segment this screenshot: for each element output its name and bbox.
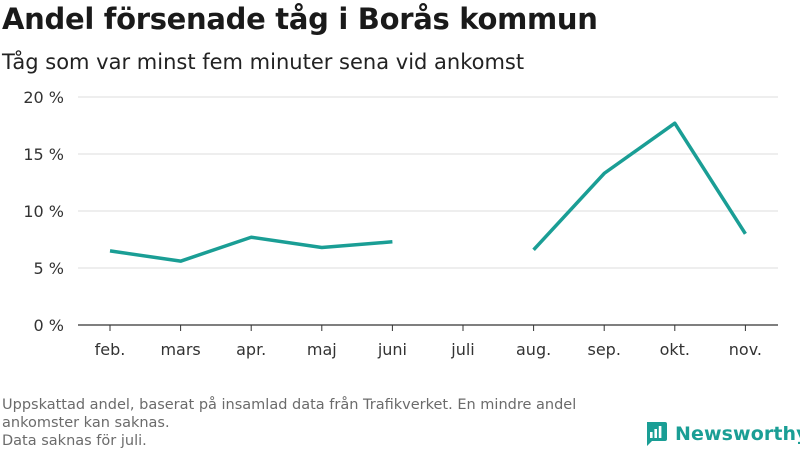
x-tick-label: nov. bbox=[729, 340, 762, 359]
y-tick-label: 0 % bbox=[34, 316, 64, 335]
footnote: Uppskattad andel, baserat på insamlad da… bbox=[2, 396, 642, 450]
x-tick-label: mars bbox=[160, 340, 200, 359]
x-tick-label: apr. bbox=[236, 340, 266, 359]
line-chart: 0 % 5 % 10 % 15 % 20 % feb. mars apr. maj juni jul… bbox=[23, 88, 778, 359]
chart-subtitle: Tåg som var minst fem minuter sena vid a… bbox=[2, 50, 525, 74]
x-tick-label: okt. bbox=[660, 340, 690, 359]
x-tick-label: juli bbox=[450, 340, 474, 359]
x-tick-label: feb. bbox=[95, 340, 126, 359]
brand-name: Newsworthy bbox=[675, 423, 800, 445]
y-tick-label: 15 % bbox=[23, 145, 64, 164]
series-line bbox=[532, 121, 747, 251]
chart-title: Andel försenade tåg i Borås kommun bbox=[2, 2, 598, 36]
series-line bbox=[109, 235, 393, 263]
y-tick-label: 10 % bbox=[23, 202, 64, 221]
x-tick-label: juni bbox=[377, 340, 407, 359]
x-tick-label: sep. bbox=[587, 340, 620, 359]
y-tick-label: 5 % bbox=[34, 259, 64, 278]
footnote-line-1: Uppskattad andel, baserat på insamlad da… bbox=[2, 397, 577, 431]
bar-chart-logo-icon bbox=[647, 422, 667, 446]
y-tick-label: 20 % bbox=[23, 88, 64, 107]
x-tick-label: aug. bbox=[516, 340, 551, 359]
brand-logo: Newsworthy bbox=[644, 420, 800, 448]
x-tick-label: maj bbox=[307, 340, 337, 359]
footnote-line-2: Data saknas för juli. bbox=[2, 433, 147, 449]
